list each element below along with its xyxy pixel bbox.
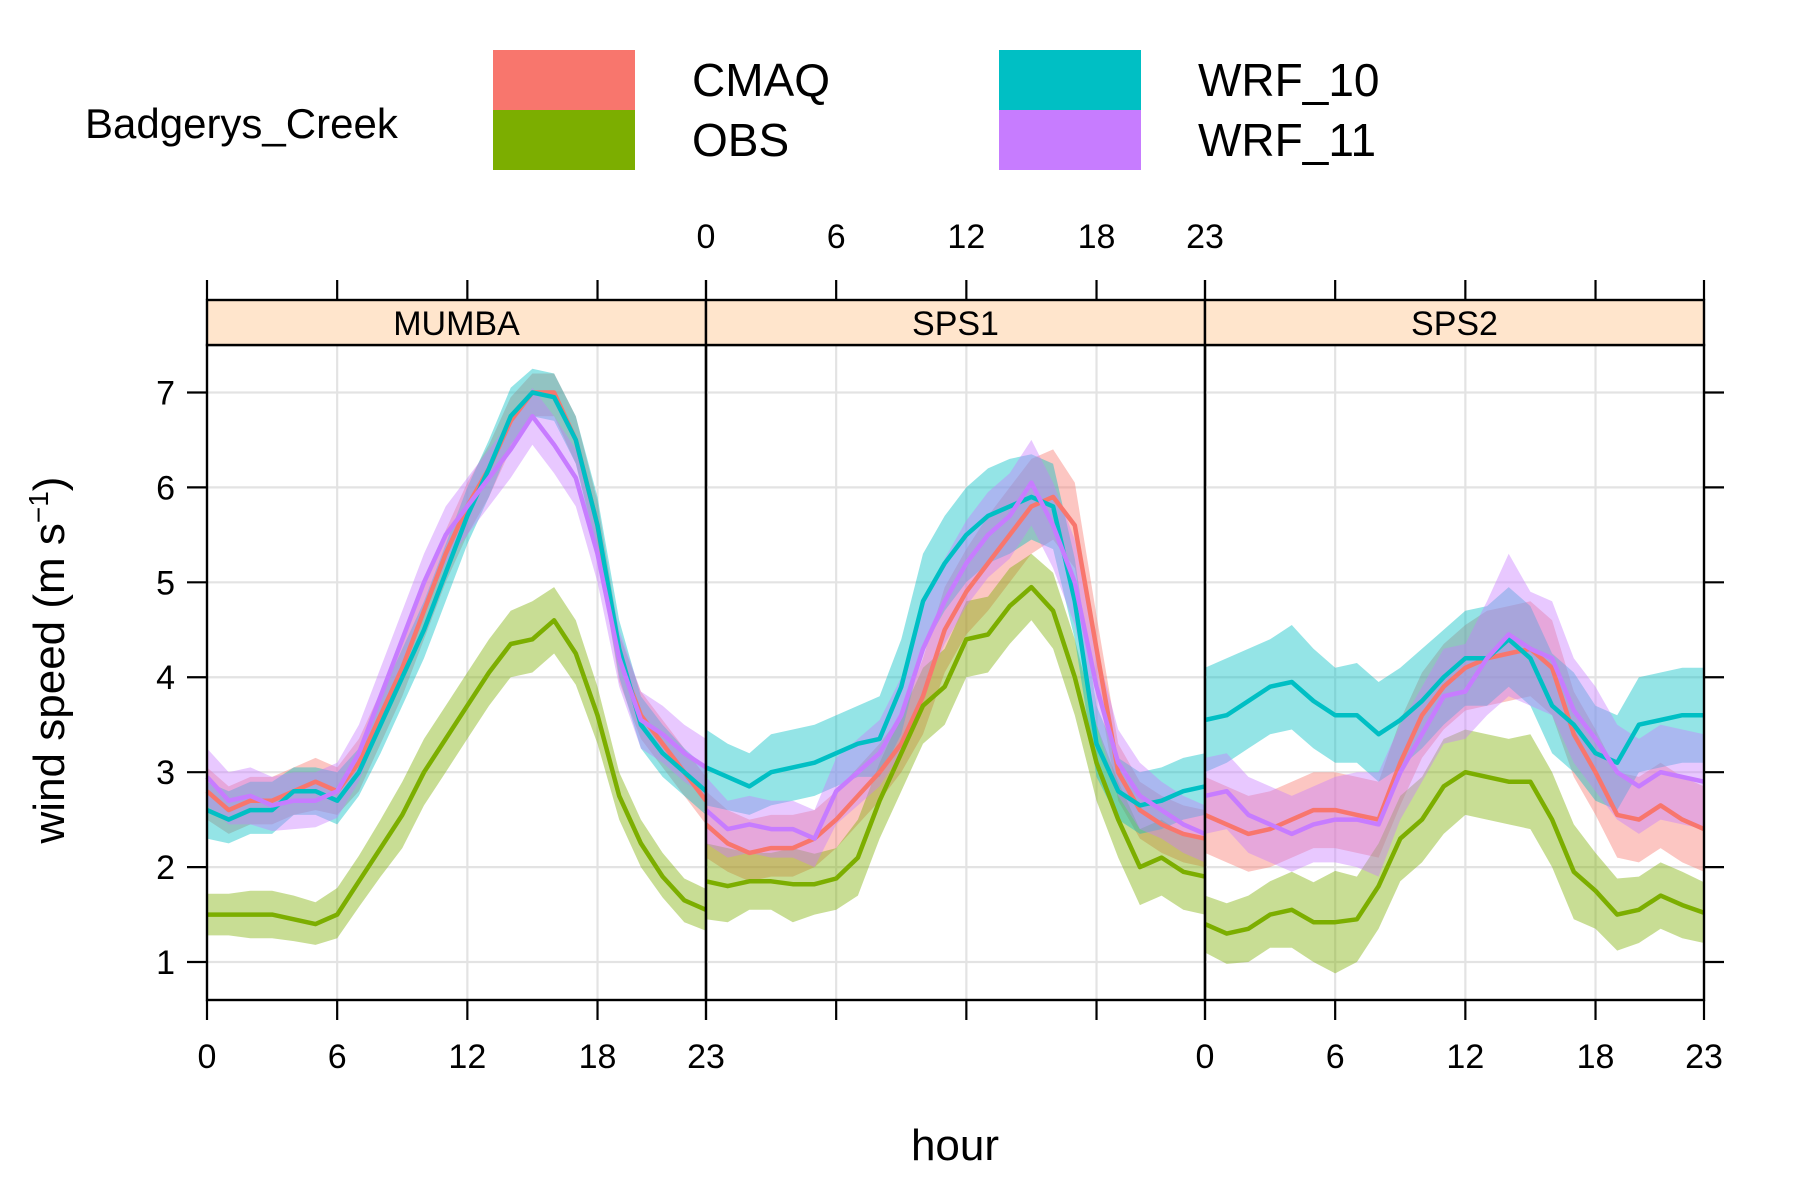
strip-label-sps1: SPS1 — [912, 305, 999, 343]
line-mumba-wrf-10 — [206, 390, 708, 822]
line-sps1-wrf-11 — [704, 480, 1206, 841]
y-tick-label: 2 — [156, 849, 175, 887]
y-axis-title-text: wind speed (m s — [25, 523, 74, 844]
line-sps2-wrf-11 — [1204, 632, 1705, 837]
x-axis-title: hour — [911, 1121, 999, 1170]
x-tick-label: 12 — [448, 1038, 486, 1076]
y-axis: 1 2 3 4 5 6 7 — [156, 374, 207, 982]
line-sps2-wrf-10 — [1204, 637, 1704, 765]
legend-swatch-obs — [493, 110, 635, 170]
legend-label-cmaq: CMAQ — [692, 54, 830, 106]
line-sps1-wrf-10 — [705, 494, 1206, 808]
legend: Badgerys_Creek CMAQ OBS WRF_10 WRF_11 — [85, 50, 1379, 170]
x-tick-label: 6 — [328, 1038, 347, 1076]
legend-title: Badgerys_Creek — [85, 100, 399, 147]
y-axis-title: wind speed (m s−1) — [23, 477, 74, 845]
x-tick-label: 18 — [579, 1038, 617, 1076]
x-tick-label: 0 — [1196, 1038, 1215, 1076]
y-tick-label: 7 — [156, 374, 175, 412]
panels: MUMBA SPS1 SPS2 — [205, 298, 1706, 1002]
line-sps2-obs — [1204, 769, 1705, 936]
band-sps1-obs — [706, 553, 1205, 923]
legend-label-wrf-10: WRF_10 — [1198, 54, 1379, 106]
legend-swatch-wrf-10 — [999, 50, 1141, 110]
band-mumba-wrf-11 — [207, 387, 706, 831]
y-axis-title-close: ) — [25, 477, 74, 492]
x-tick-label-top: 6 — [827, 218, 846, 256]
strip-label-sps2: SPS2 — [1411, 305, 1498, 343]
line-mumba-obs — [207, 618, 707, 927]
y-axis-title-superscript: −1 — [23, 491, 54, 523]
panel-mumba: MUMBA — [205, 298, 708, 1002]
x-tick-label-top: 18 — [1078, 218, 1116, 256]
line-sps1-cmaq — [704, 494, 1206, 856]
x-tick-label-top: 12 — [947, 218, 985, 256]
x-tick-label-top: 0 — [697, 218, 716, 256]
band-sps2-cmaq — [1205, 601, 1704, 872]
x-tick-label: 18 — [1577, 1038, 1615, 1076]
band-sps2-wrf-11 — [1205, 553, 1704, 877]
top-x-axis: 0 6 12 18 23 — [205, 218, 1706, 300]
x-tick-label: 0 — [198, 1038, 217, 1076]
legend-label-obs: OBS — [692, 114, 789, 166]
y-tick-label: 1 — [156, 944, 175, 982]
legend-swatch-cmaq — [493, 50, 635, 110]
legend-label-wrf-11: WRF_11 — [1198, 114, 1376, 166]
strip-sps2 — [1203, 298, 1706, 347]
line-mumba-wrf-11 — [205, 413, 708, 808]
x-tick-label: 6 — [1326, 1038, 1345, 1076]
x-tick-label: 23 — [687, 1038, 725, 1076]
x-tick-label: 12 — [1446, 1038, 1484, 1076]
band-sps2-wrf-10 — [1205, 587, 1704, 811]
panel-sps2: SPS2 — [1203, 298, 1706, 1002]
x-tick-label: 23 — [1685, 1038, 1723, 1076]
band-mumba-cmaq — [207, 373, 706, 834]
y-tick-label: 4 — [156, 659, 175, 697]
y-tick-label: 5 — [156, 564, 175, 602]
y-tick-label: 6 — [156, 469, 175, 507]
x-tick-label-top: 23 — [1186, 218, 1224, 256]
band-sps2-obs — [1205, 729, 1704, 974]
x-axis: 0 6 12 18 23 0 6 12 18 23 — [198, 1000, 1723, 1076]
line-sps2-cmaq — [1204, 646, 1705, 837]
band-mumba-obs — [207, 587, 706, 945]
strip-mumba — [205, 298, 708, 347]
panel-sps1: SPS1 — [704, 298, 1207, 1002]
strip-label-mumba: MUMBA — [393, 305, 520, 343]
y-tick-label: 3 — [156, 754, 175, 792]
legend-swatch-wrf-11 — [999, 110, 1141, 170]
band-mumba-wrf-10 — [207, 368, 706, 844]
band-sps1-wrf-10 — [706, 454, 1205, 834]
line-sps1-obs — [705, 584, 1206, 889]
right-y-axis — [1704, 391, 1724, 964]
